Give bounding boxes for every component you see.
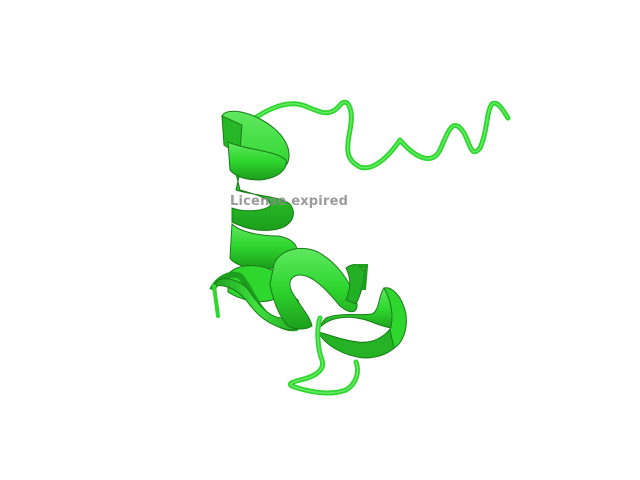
helix-3 [317,287,407,359]
license-watermark: License expired [230,194,349,209]
helix-2 [269,248,369,330]
helix-1 [209,110,302,332]
